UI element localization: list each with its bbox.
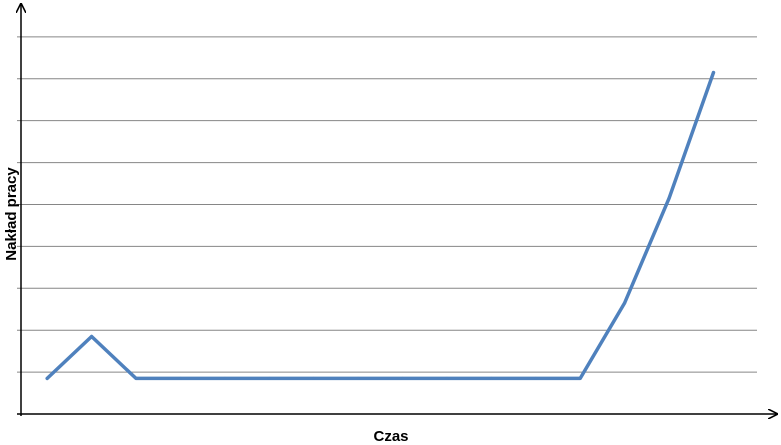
y-axis-title: Nakład pracy: [3, 167, 20, 261]
data-point: [356, 376, 360, 380]
data-point: [578, 376, 582, 380]
gridlines: [17, 36, 757, 373]
data-point: [312, 376, 316, 380]
series-group: [45, 70, 716, 381]
data-point: [267, 376, 271, 380]
data-point: [45, 376, 49, 380]
series-line: [45, 70, 716, 381]
data-point: [489, 376, 493, 380]
data-point: [134, 376, 138, 380]
data-point: [223, 376, 227, 380]
data-point: [445, 376, 449, 380]
data-point: [178, 376, 182, 380]
data-point: [534, 376, 538, 380]
data-point: [401, 376, 405, 380]
data-point: [623, 301, 627, 305]
data-point: [90, 334, 94, 338]
data-point: [667, 196, 671, 200]
data-point: [711, 70, 715, 74]
x-axis-title: Czas: [373, 428, 408, 445]
